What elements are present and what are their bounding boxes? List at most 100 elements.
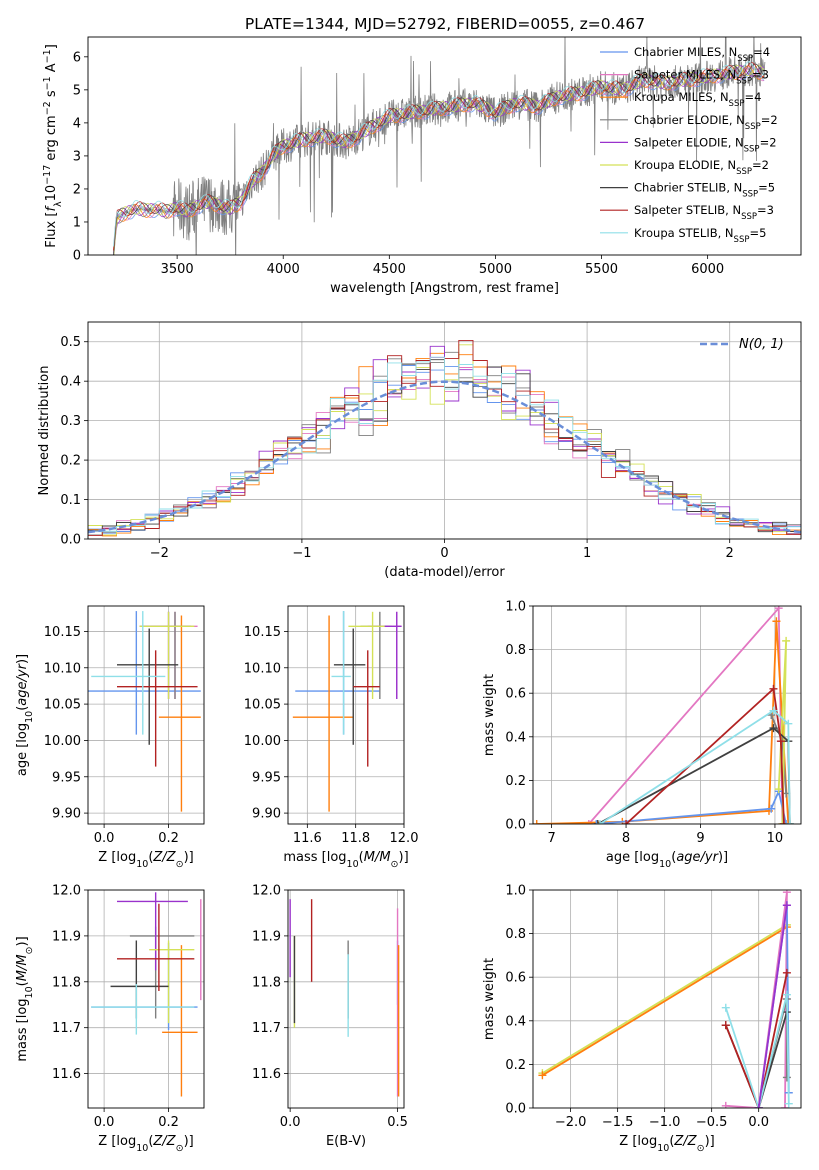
- mass-weight-line: [541, 926, 788, 1077]
- age-vs-metallicity-plot: 0.0 0.2 9.90 9.95 10.00 10.05 10.10 10.15 Z [log…: [15, 605, 205, 870]
- legend-entry: Chabrier MILES, NSSP=4: [634, 45, 770, 64]
- plus-marker: [784, 820, 793, 824]
- plus-marker: [782, 901, 791, 910]
- y-tick-label: 0: [73, 249, 81, 264]
- y-tick-label: 10.15: [244, 625, 281, 640]
- x-tick-label: 0.2: [158, 1115, 179, 1130]
- mass-weight-vs-metallicity-plot: −2.0 −1.5 −1.0 −0.5 0.0 0.0 0.2 0.4 0.6 0.8 1.0 Z […: [482, 884, 802, 1154]
- axes-frame: [532, 889, 802, 1109]
- plus-marker: [593, 820, 602, 824]
- plus-marker: [785, 820, 794, 824]
- plus-marker: [767, 804, 776, 813]
- legend-entry: Kroupa ELODIE, NSSP=2: [634, 158, 769, 177]
- mass-weight-line: [757, 905, 788, 1108]
- x-axis-label: mass [log10(M/M⊙)]: [283, 850, 408, 870]
- y-tick-label: 0.2: [505, 774, 526, 789]
- x-tick-label: 11.6: [293, 831, 322, 846]
- y-tick-label: 11.9: [52, 929, 81, 944]
- y-tick-label: 0.2: [60, 454, 81, 469]
- x-tick-label: −1.5: [602, 1115, 634, 1130]
- y-tick-label: 0.2: [505, 1058, 526, 1073]
- plus-marker: [779, 820, 788, 824]
- y-tick-label: 6: [73, 50, 81, 65]
- plus-marker: [622, 820, 631, 824]
- mass-weight-line: [725, 892, 788, 1108]
- x-tick-label: 0.0: [280, 1115, 301, 1130]
- y-tick-label: 11.8: [52, 975, 81, 990]
- legend-entry: Chabrier ELODIE, NSSP=2: [634, 113, 778, 132]
- y-tick-label: 0.0: [505, 1102, 526, 1117]
- plus-marker: [774, 785, 783, 794]
- mass-weight-line: [724, 1011, 788, 1108]
- residual-histogram-step: [88, 356, 801, 539]
- x-tick-label: 0.5: [387, 1115, 408, 1130]
- plus-marker: [776, 737, 785, 746]
- axes-frame: [287, 605, 405, 825]
- x-tick-label: 2: [726, 546, 734, 561]
- y-tick-label: 4: [73, 116, 81, 131]
- plus-marker: [781, 1104, 790, 1108]
- x-tick-label: 0.0: [94, 1115, 115, 1130]
- x-tick-label: 11.8: [341, 831, 370, 846]
- plot-area: [533, 890, 801, 1108]
- x-tick-label: −1: [292, 546, 311, 561]
- y-axis-label: Normed distribution: [37, 366, 52, 496]
- plot-area: [533, 606, 801, 824]
- x-tick-label: 4000: [267, 262, 300, 277]
- x-axis-label: age [log10(age/yr)]: [606, 850, 728, 870]
- model-spectrum-line: [113, 61, 765, 247]
- y-tick-label: 10.10: [244, 661, 281, 676]
- mass-weight-vs-age-plot: 7 8 9 10 0.0 0.2 0.4 0.6 0.8 1.0 age [log10(age/yr…: [482, 600, 802, 870]
- y-tick-label: 9.90: [52, 807, 81, 822]
- legend-entry: Salpeter ELODIE, NSSP=2: [634, 135, 777, 154]
- model-spectrum-line: [113, 65, 765, 254]
- mass-weight-line: [541, 924, 788, 1074]
- plus-marker: [596, 820, 604, 824]
- y-axis-label: mass weight: [482, 958, 497, 1040]
- x-tick-label: 10: [767, 831, 784, 846]
- y-tick-label: 9.95: [52, 770, 81, 785]
- mass-weight-line: [724, 994, 790, 1108]
- plus-marker: [784, 719, 793, 728]
- y-tick-label: 11.6: [252, 1067, 281, 1082]
- mass-weight-line: [599, 709, 791, 824]
- y-tick-label: 0.8: [505, 643, 526, 658]
- plus-marker: [721, 1101, 730, 1108]
- legend-entry: Kroupa STELIB, NSSP=5: [634, 226, 766, 245]
- x-tick-label: −2.0: [555, 1115, 587, 1130]
- y-tick-label: 10.10: [44, 661, 81, 676]
- x-axis-label: E(B-V): [326, 1134, 366, 1149]
- x-axis-label: Z [log10(Z/Z⊙)]: [98, 850, 193, 870]
- x-axis-label: Z [log10(Z/Z⊙)]: [619, 1134, 714, 1154]
- y-axis-label: Flux [fλ10−17 erg cm−2 s−1 A−1]: [42, 44, 64, 248]
- y-tick-label: 11.8: [252, 975, 281, 990]
- axes-frame: [87, 605, 205, 825]
- plus-marker: [784, 1099, 793, 1108]
- model-spectrum-line: [113, 62, 765, 251]
- normal-distribution-curve: [88, 380, 801, 534]
- y-axis-label: mass [log10(M/M⊙)]: [15, 936, 35, 1061]
- x-tick-label: −2: [150, 546, 169, 561]
- legend-entry: Kroupa MILES, NSSP=4: [634, 90, 761, 109]
- y-tick-label: 1.0: [505, 884, 526, 899]
- y-tick-label: 9.95: [252, 770, 281, 785]
- y-tick-label: 0.8: [505, 927, 526, 942]
- y-tick-label: 0.6: [505, 971, 526, 986]
- y-tick-label: 5: [73, 83, 81, 98]
- x-axis-label: (data-model)/error: [384, 565, 505, 580]
- x-tick-label: 9: [696, 831, 704, 846]
- x-tick-label: 3500: [161, 262, 194, 277]
- age-vs-mass-plot: 11.6 11.8 12.0 9.90 9.95 10.00 10.05 10.10 10.15…: [244, 605, 418, 870]
- y-tick-label: 10.15: [44, 625, 81, 640]
- y-tick-label: 1.0: [505, 600, 526, 615]
- plus-marker: [592, 820, 601, 824]
- x-tick-label: 5500: [585, 262, 618, 277]
- y-tick-label: 2: [73, 182, 81, 197]
- legend-entry: Salpeter STELIB, NSSP=3: [634, 203, 774, 222]
- x-tick-label: 0.0: [748, 1115, 769, 1130]
- plot-area: [288, 890, 404, 1108]
- plus-marker: [782, 820, 791, 824]
- plus-marker: [538, 1071, 547, 1080]
- y-tick-label: 0.0: [505, 818, 526, 833]
- plus-marker: [721, 1003, 730, 1012]
